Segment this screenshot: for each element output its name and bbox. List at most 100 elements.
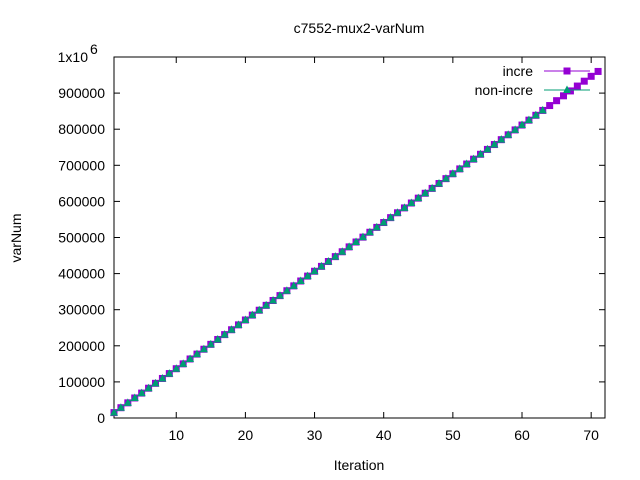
x-axis-label: Iteration (334, 457, 385, 473)
data-point-non-incre (255, 305, 264, 314)
data-point-non-incre (400, 203, 409, 211)
data-point-non-incre (483, 144, 492, 153)
data-point-non-incre (116, 403, 125, 411)
y-tick-label: 0 (97, 410, 105, 426)
data-point-non-incre (379, 218, 388, 226)
y-tick-label: 600000 (58, 193, 105, 209)
data-point-non-incre (352, 237, 361, 246)
data-point-non-incre (504, 130, 513, 138)
y-axis: 0 100000 200000 300000 400000 500000 600000 700… (58, 41, 605, 426)
data-point-non-incre (441, 174, 450, 182)
legend: incre non-incre (475, 63, 590, 98)
data-point-non-incre (469, 154, 478, 163)
data-point-non-incre (179, 359, 188, 367)
data-point-non-incre (172, 364, 181, 372)
data-point-non-incre (165, 369, 174, 377)
data-point-incre (560, 92, 568, 100)
series-layer (110, 67, 602, 417)
data-point-non-incre (324, 257, 333, 265)
x-tick-label: 50 (445, 427, 461, 443)
data-point-non-incre (296, 276, 305, 285)
data-point-non-incre (490, 140, 499, 148)
data-point-non-incre (192, 349, 201, 358)
data-point-non-incre (365, 227, 374, 236)
data-point-non-incre (421, 188, 430, 197)
data-point-incre (553, 97, 561, 105)
x-tick-label: 10 (168, 427, 184, 443)
data-point-non-incre (262, 300, 271, 309)
data-point-non-incre (393, 208, 402, 216)
data-point-non-incre (386, 213, 395, 221)
data-point-non-incre (137, 388, 146, 397)
data-point-non-incre (497, 135, 506, 143)
data-point-non-incre (448, 169, 457, 177)
data-point-non-incre (227, 325, 236, 333)
data-point-non-incre (275, 291, 284, 299)
y-tick-label: 1x10 (58, 49, 89, 65)
y-tick-label: 200000 (58, 338, 105, 354)
data-point-incre (546, 102, 554, 110)
chart-title: c7552-mux2-varNum (294, 20, 425, 36)
series-non-incre (110, 105, 547, 416)
data-point-non-incre (220, 330, 229, 338)
data-point-non-incre (282, 286, 291, 294)
data-point-non-incre (455, 164, 464, 172)
data-point-non-incre (476, 149, 485, 158)
y-tick-label: 300000 (58, 302, 105, 318)
data-point-non-incre (234, 320, 243, 328)
legend-label: incre (503, 63, 534, 79)
legend-marker (563, 85, 571, 93)
data-point-non-incre (462, 159, 471, 168)
data-point-non-incre (331, 252, 340, 260)
y-axis-label: varNum (8, 213, 24, 262)
data-point-non-incre (289, 281, 298, 289)
data-point-non-incre (435, 179, 444, 187)
data-point-non-incre (130, 393, 139, 401)
data-point-incre (587, 72, 595, 80)
data-point-non-incre (317, 261, 326, 270)
data-point-non-incre (213, 334, 222, 343)
data-point-non-incre (110, 408, 118, 416)
data-point-non-incre (524, 115, 533, 124)
x-axis: 10 20 30 40 50 60 70 (168, 57, 599, 443)
data-point-non-incre (428, 183, 437, 192)
x-tick-label: 20 (238, 427, 254, 443)
data-point-non-incre (310, 266, 319, 275)
data-point-non-incre (123, 398, 132, 406)
data-point-non-incre (338, 247, 347, 255)
data-point-non-incre (407, 198, 416, 207)
legend-marker (563, 67, 571, 75)
data-point-non-incre (518, 120, 527, 129)
x-tick-label: 60 (514, 427, 530, 443)
data-point-non-incre (199, 344, 208, 353)
data-point-non-incre (206, 339, 215, 348)
data-point-non-incre (186, 354, 195, 362)
data-point-non-incre (151, 378, 160, 387)
data-point-non-incre (538, 105, 547, 114)
data-point-non-incre (158, 373, 167, 382)
data-point-non-incre (414, 193, 423, 202)
y-tick-label: 700000 (58, 157, 105, 173)
x-tick-label: 40 (376, 427, 392, 443)
data-point-non-incre (345, 242, 354, 250)
y-tick-label: 900000 (58, 85, 105, 101)
y-tick-label: 800000 (58, 121, 105, 137)
data-point-non-incre (511, 125, 520, 133)
data-point-incre (580, 77, 588, 85)
data-point-non-incre (248, 310, 257, 319)
data-point-incre (573, 82, 581, 90)
x-tick-label: 70 (583, 427, 599, 443)
data-point-incre (566, 87, 574, 95)
data-point-non-incre (303, 271, 312, 280)
data-point-non-incre (372, 222, 381, 231)
x-tick-label: 30 (307, 427, 323, 443)
data-point-non-incre (358, 232, 367, 241)
data-point-non-incre (269, 295, 278, 304)
y-tick-label: 500000 (58, 230, 105, 246)
legend-label: non-incre (475, 82, 534, 98)
y-tick-label: 100000 (58, 374, 105, 390)
y-tick-exponent: 6 (90, 41, 98, 57)
y-tick-label: 400000 (58, 266, 105, 282)
data-point-non-incre (531, 110, 540, 119)
